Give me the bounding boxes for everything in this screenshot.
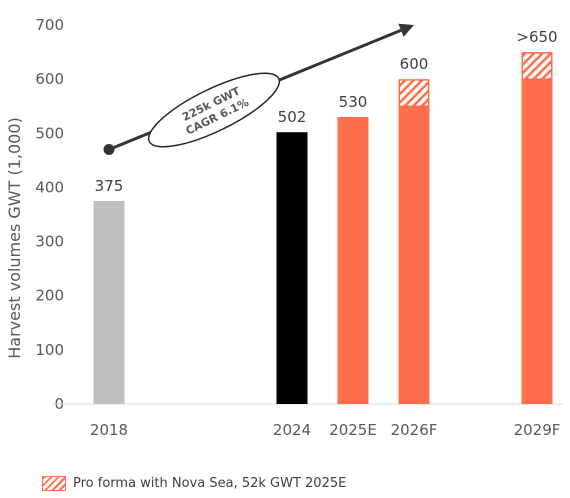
legend-hatch-swatch (42, 476, 66, 491)
x-tick-label-2025E: 2025E (329, 421, 377, 439)
x-tick-label-2026F: 2026F (391, 421, 438, 439)
bar-proforma-2029F (521, 52, 553, 80)
x-tick-label-2024: 2024 (273, 421, 311, 439)
bar-2025E (337, 117, 369, 405)
y-tick-label: 200 (35, 287, 64, 305)
bar-2024 (276, 132, 308, 404)
legend-label: Pro forma with Nova Sea, 52k GWT 2025E (73, 476, 347, 491)
data-label-2025E: 530 (339, 93, 368, 111)
cagr-annotation: 225k GWT CAGR 6.1% (103, 23, 414, 156)
x-tick-label-2018: 2018 (90, 421, 128, 439)
y-tick-label: 300 (35, 233, 64, 251)
y-tick-label: 100 (35, 341, 64, 359)
bar-proforma-2026F (398, 79, 430, 107)
y-tick-label: 600 (35, 70, 64, 88)
data-label-2018: 375 (95, 177, 124, 195)
bar-2026F (398, 106, 430, 404)
bar-2029F (521, 79, 553, 405)
y-tick-label: 500 (35, 124, 64, 142)
legend: Pro forma with Nova Sea, 52k GWT 2025E (42, 476, 346, 491)
data-label-2029F: >650 (516, 28, 557, 46)
data-label-2026F: 600 (400, 55, 429, 73)
growth-arrow-start-dot (103, 144, 115, 156)
growth-arrow-head (398, 23, 414, 37)
bars: 375 2018 502 2024 530 2025E 600 2026F >650 2029F (90, 28, 561, 439)
y-tick-label: 700 (35, 16, 64, 34)
x-tick-label-2029F: 2029F (514, 421, 561, 439)
y-tick-label: 400 (35, 178, 64, 196)
y-axis-label: Harvest volumes GWT (1,000) (5, 117, 24, 358)
data-label-2024: 502 (278, 108, 307, 126)
bar-2018 (93, 200, 125, 404)
cagr-ellipse (147, 72, 281, 148)
